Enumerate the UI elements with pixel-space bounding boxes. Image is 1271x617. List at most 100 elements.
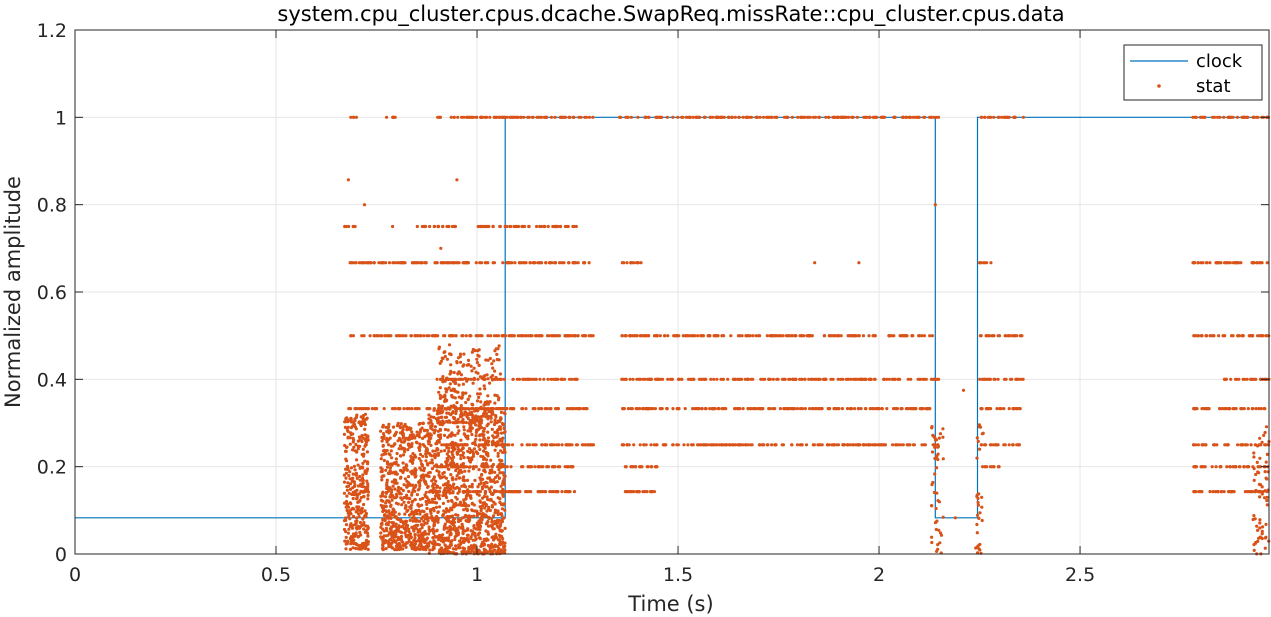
stat-point — [576, 261, 580, 265]
stat-point — [731, 443, 735, 447]
stat-point — [473, 531, 477, 535]
stat-point — [344, 457, 348, 461]
stat-point — [829, 377, 833, 381]
stat-point — [461, 532, 465, 536]
stat-point — [383, 513, 387, 517]
stat-point — [438, 393, 442, 397]
stat-point — [736, 377, 740, 381]
stat-point — [431, 482, 435, 486]
legend-box — [1123, 44, 1263, 101]
stat-point — [681, 334, 686, 338]
stat-point — [366, 482, 370, 486]
stat-point — [496, 431, 500, 435]
stat-point — [1210, 465, 1214, 469]
stat-point — [449, 473, 453, 477]
stat-point — [652, 490, 657, 494]
stat-point — [351, 535, 355, 539]
stat-point — [499, 410, 503, 414]
stat-point — [876, 443, 880, 447]
stat-point — [491, 434, 495, 438]
stat-point — [494, 475, 498, 479]
stat-point — [541, 465, 545, 469]
stat-point — [433, 497, 437, 501]
stat-point — [404, 522, 408, 526]
stat-point — [775, 115, 779, 119]
stat-point — [1239, 261, 1243, 265]
stat-point — [459, 420, 463, 424]
stat-point — [387, 520, 391, 524]
stat-point — [399, 468, 403, 472]
stat-point — [773, 407, 777, 411]
stat-point — [1014, 407, 1019, 411]
stat-point — [492, 489, 497, 493]
stat-point — [475, 416, 479, 420]
stat-point — [379, 470, 383, 474]
stat-point — [349, 426, 353, 430]
stat-point — [473, 443, 478, 447]
stat-point — [625, 443, 629, 447]
stat-point — [798, 443, 802, 447]
stat-point — [837, 407, 841, 411]
stat-point — [761, 115, 766, 119]
stat-point — [434, 505, 438, 509]
stat-point — [452, 486, 457, 490]
stat-point — [980, 518, 984, 523]
stat-point — [454, 544, 458, 548]
stat-point — [348, 442, 352, 446]
stat-point — [445, 411, 449, 415]
stat-point — [430, 422, 434, 426]
stat-point — [425, 506, 429, 511]
stat-point — [384, 261, 388, 265]
stat-point — [446, 480, 450, 484]
stat-point — [366, 493, 370, 497]
stat-point — [447, 449, 451, 453]
stat-point — [935, 454, 939, 458]
stat-point — [502, 426, 506, 431]
stat-point — [722, 334, 726, 338]
y-tick-label: 0 — [55, 544, 67, 566]
stat-point — [1231, 407, 1235, 411]
stat-point — [483, 502, 487, 506]
stat-point — [699, 377, 703, 381]
stat-point — [418, 442, 422, 446]
stat-point — [850, 115, 854, 119]
stat-point — [500, 334, 504, 338]
stat-point — [1262, 433, 1266, 437]
stat-point — [384, 468, 388, 472]
stat-point — [653, 407, 658, 411]
stat-point — [364, 514, 368, 518]
stat-point — [431, 500, 435, 504]
stat-point — [489, 458, 493, 462]
stat-point — [404, 545, 408, 549]
stat-point — [934, 527, 938, 532]
stat-point — [500, 542, 504, 546]
stat-point — [490, 378, 495, 382]
stat-point — [1265, 503, 1269, 507]
stat-point — [519, 115, 523, 119]
stat-point — [985, 465, 989, 469]
stat-point — [1012, 407, 1016, 411]
stat-point — [418, 484, 422, 488]
stat-point — [922, 443, 926, 447]
stat-point — [493, 508, 497, 512]
stat-point — [485, 495, 489, 499]
stat-point — [1242, 407, 1246, 411]
stat-point — [984, 407, 989, 411]
stat-point — [1263, 443, 1267, 447]
stat-point — [451, 410, 455, 414]
stat-point — [361, 473, 365, 477]
stat-point — [443, 350, 447, 354]
stat-point — [418, 547, 422, 551]
stat-point — [356, 444, 360, 448]
stat-point — [563, 115, 567, 119]
stat-point — [924, 407, 928, 411]
stat-point — [398, 444, 402, 448]
stat-point — [381, 547, 385, 551]
stat-point — [1255, 524, 1259, 528]
stat-point — [631, 377, 635, 381]
stat-point — [495, 480, 499, 484]
stat-point — [482, 542, 486, 546]
stat-point — [393, 487, 397, 491]
stat-point — [404, 505, 408, 509]
stat-point — [452, 261, 456, 265]
